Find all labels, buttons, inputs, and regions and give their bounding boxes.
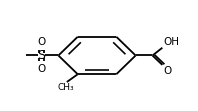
Text: O: O xyxy=(163,66,172,76)
Text: S: S xyxy=(38,49,46,62)
Text: OH: OH xyxy=(163,37,179,47)
Text: O: O xyxy=(37,64,46,74)
Text: O: O xyxy=(37,37,46,47)
Text: CH₃: CH₃ xyxy=(58,83,74,92)
